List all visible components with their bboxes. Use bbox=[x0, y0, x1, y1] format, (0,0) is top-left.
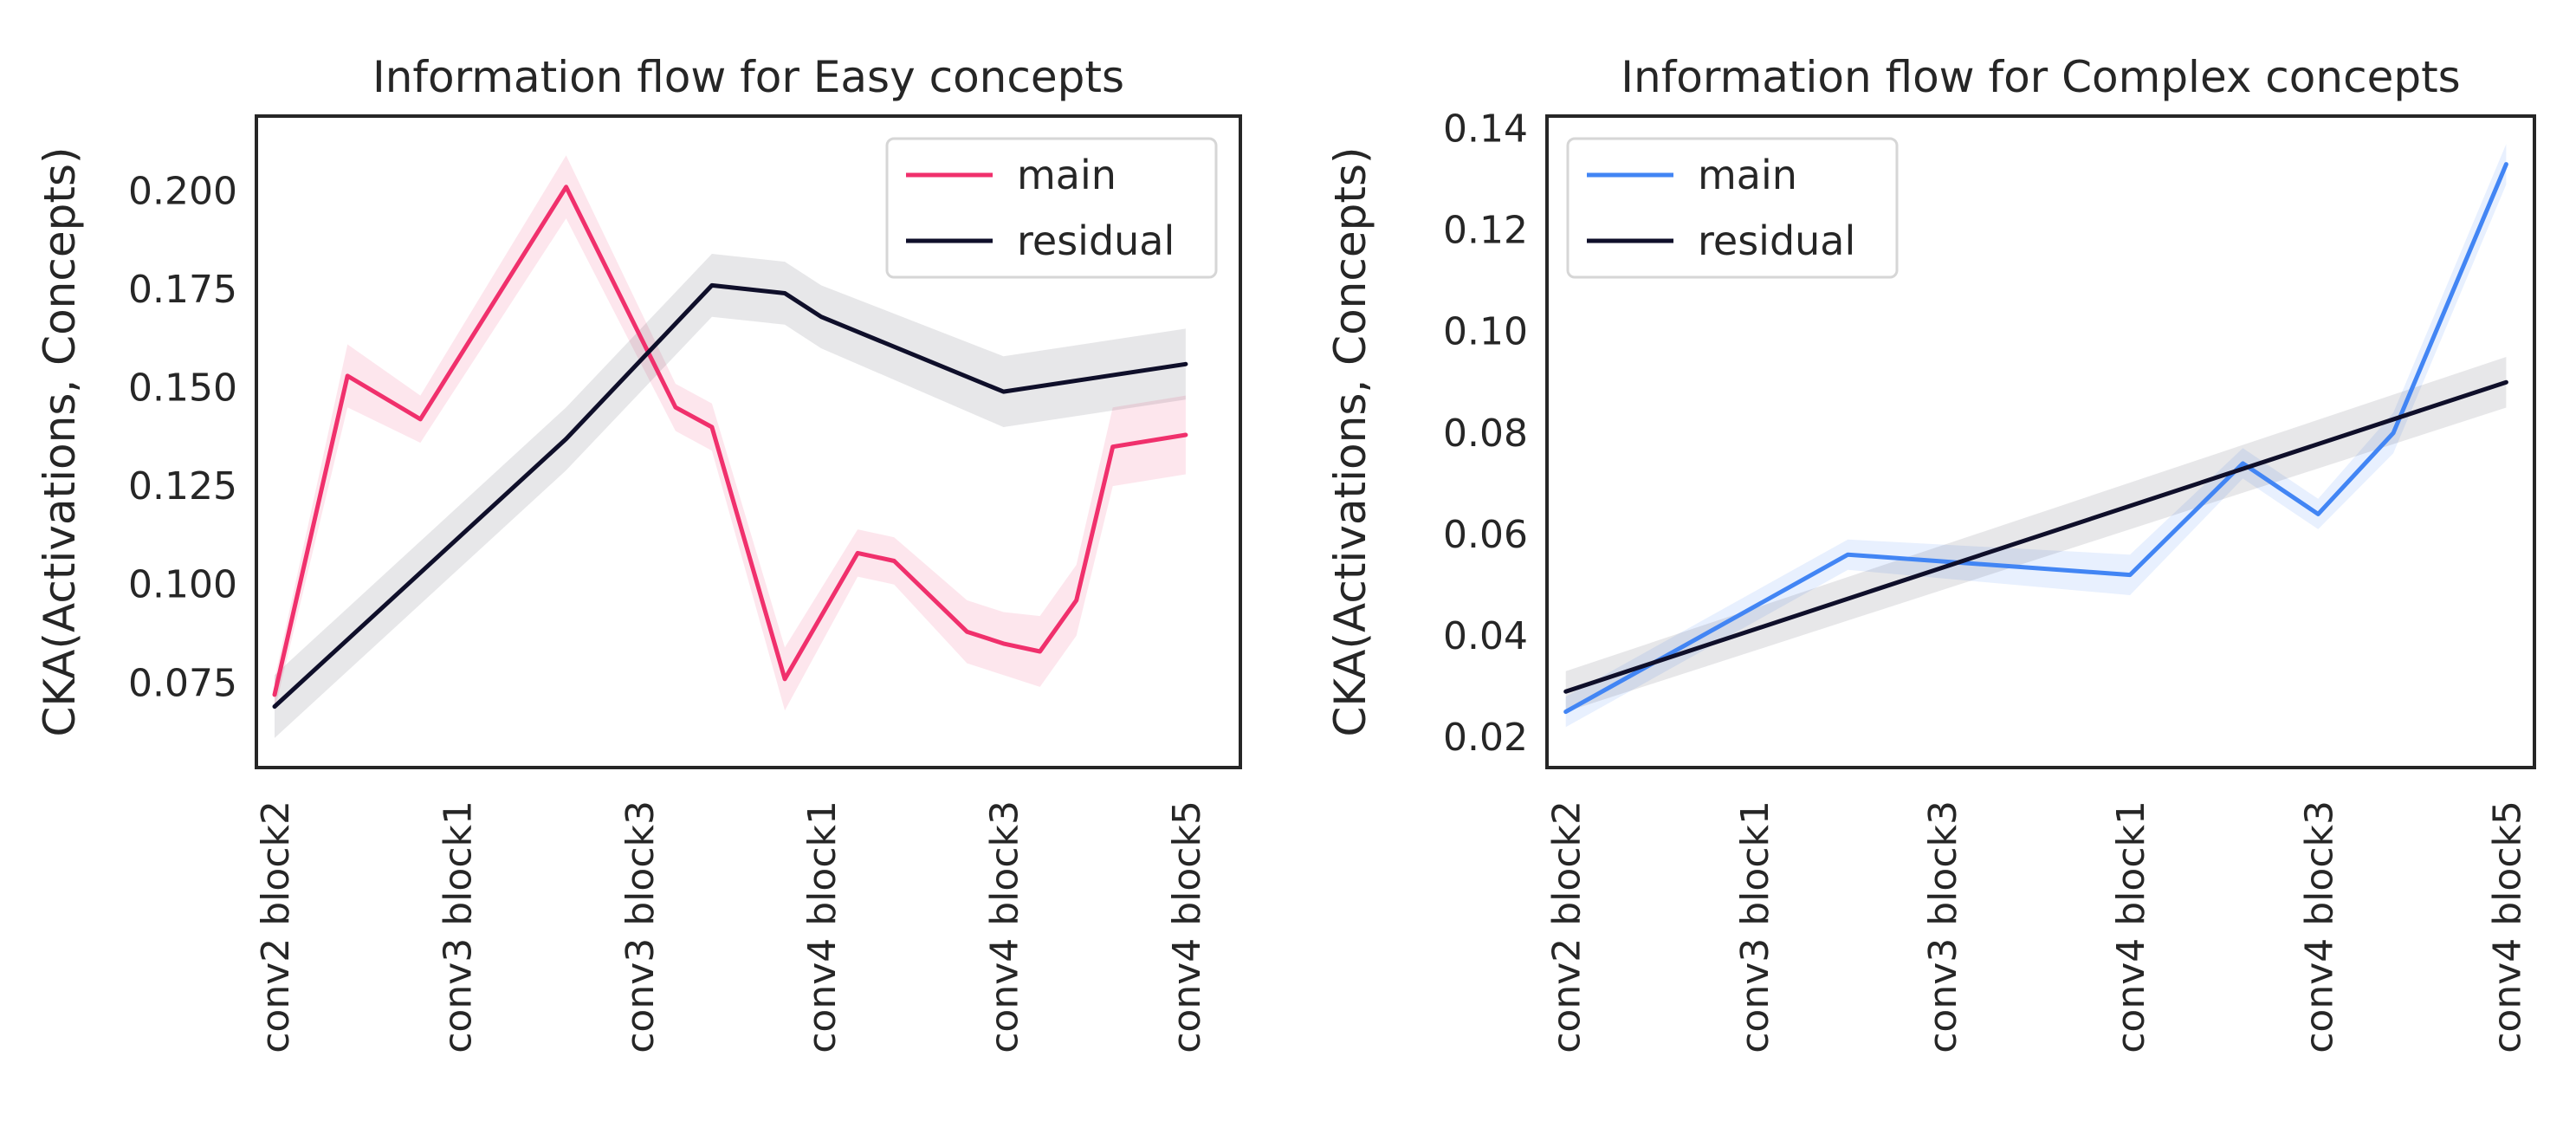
chart2-plot-area bbox=[1563, 144, 2508, 728]
chart1-legend: main residual bbox=[885, 137, 1218, 279]
chart2-xtick-label: conv4 block1 bbox=[2109, 800, 2153, 1053]
chart2-ytick-label: 0.04 bbox=[1443, 614, 1528, 658]
chart2-xtick-label: conv2 block2 bbox=[1545, 800, 1589, 1053]
chart1-xtick-label: conv4 block5 bbox=[1165, 800, 1209, 1053]
chart2-frame bbox=[1545, 114, 2536, 769]
chart1-ylabel: CKA(Activations, Concepts) bbox=[35, 146, 85, 736]
chart2-legend-label-main: main bbox=[1698, 152, 1797, 198]
chart1-plot-area bbox=[272, 155, 1188, 738]
chart1-main-line bbox=[272, 185, 1188, 697]
chart2-ytick-label: 0.02 bbox=[1443, 716, 1528, 760]
chart1-legend-label-residual: residual bbox=[1017, 217, 1175, 264]
chart2-ytick-label: 0.10 bbox=[1443, 310, 1528, 354]
chart2-title: Information flow for Complex concepts bbox=[1621, 52, 2460, 102]
chart2: Information flow for Complex concepts 0.0… bbox=[1325, 52, 2536, 1053]
chart2-ytick-label: 0.12 bbox=[1443, 209, 1528, 253]
chart2-legend: main residual bbox=[1566, 137, 1899, 279]
chart1: Information flow for Easy concepts 0.075 0… bbox=[35, 52, 1242, 1053]
chart2-residual-line bbox=[1563, 379, 2508, 694]
chart2-xtick-label: conv3 block3 bbox=[1921, 800, 1965, 1053]
chart1-frame bbox=[255, 114, 1242, 769]
chart1-xtick-label: conv2 block2 bbox=[254, 800, 298, 1053]
chart1-ytick-label: 0.175 bbox=[128, 268, 237, 312]
chart1-xtick-label: conv4 block3 bbox=[983, 800, 1027, 1053]
chart2-ytick-label: 0.08 bbox=[1443, 411, 1528, 456]
chart2-residual-ci-band bbox=[1565, 357, 2507, 712]
chart2-xtick-label: conv4 block3 bbox=[2297, 800, 2341, 1053]
chart2-xtick-label: conv3 block1 bbox=[1733, 800, 1777, 1053]
chart1-title: Information flow for Easy concepts bbox=[372, 52, 1124, 102]
chart1-ytick-label: 0.075 bbox=[128, 661, 237, 705]
chart1-ytick-label: 0.125 bbox=[128, 464, 237, 509]
chart2-ylabel: CKA(Activations, Concepts) bbox=[1325, 146, 1375, 736]
chart1-ytick-label: 0.150 bbox=[128, 366, 237, 411]
chart1-ytick-label: 0.200 bbox=[128, 169, 237, 213]
chart1-legend-label-main: main bbox=[1017, 152, 1116, 198]
chart1-ytick-label: 0.100 bbox=[128, 563, 237, 607]
chart2-ytick-label: 0.14 bbox=[1443, 107, 1528, 152]
chart1-xtick-label: conv4 block1 bbox=[800, 800, 845, 1053]
chart2-xtick-label: conv4 block5 bbox=[2485, 800, 2529, 1053]
chart1-residual-line bbox=[272, 282, 1188, 710]
chart2-legend-label-residual: residual bbox=[1698, 217, 1855, 264]
chart2-main-line bbox=[1563, 162, 2508, 715]
chart2-ytick-label: 0.06 bbox=[1443, 513, 1528, 557]
chart1-xtick-label: conv3 block1 bbox=[436, 800, 480, 1053]
chart1-xtick-label: conv3 block3 bbox=[618, 800, 663, 1053]
chart1-main-ci-band bbox=[275, 155, 1186, 711]
